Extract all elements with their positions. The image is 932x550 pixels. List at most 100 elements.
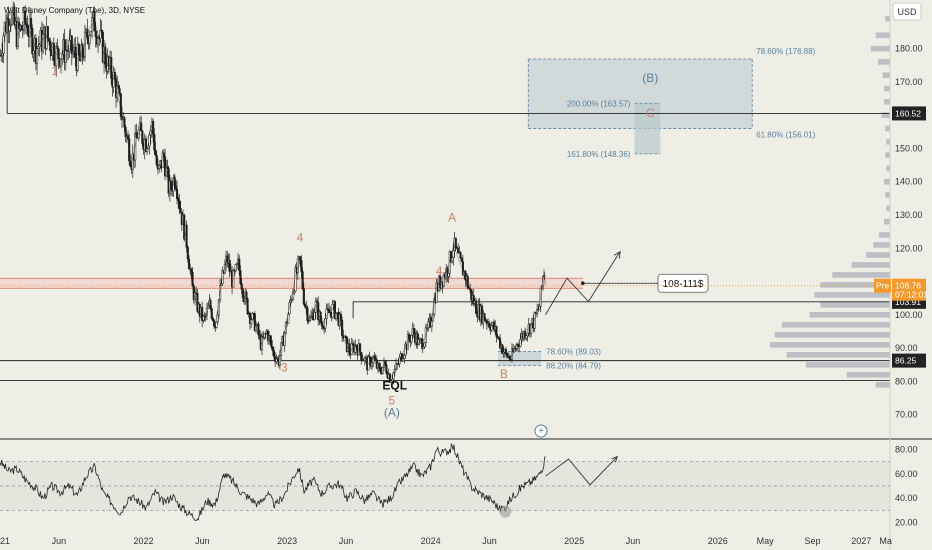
price-candle-body <box>99 29 102 39</box>
price-candle-body <box>457 248 460 254</box>
volume-profile-bar <box>875 32 890 39</box>
level-price-tag-label: 103.91 <box>895 297 921 307</box>
fibonacci-boxes: 78.60% (176.88) 61.80% (156.01) 200.00% (1… <box>498 47 816 370</box>
volume-profile-bar <box>774 332 890 338</box>
price-candle-body <box>38 44 41 47</box>
price-candle-body <box>26 24 29 35</box>
fib-c-level-label: 200.00% (163.57) <box>567 99 631 108</box>
callout-anchor <box>581 281 585 286</box>
rsi-oversold-marker <box>499 505 512 518</box>
price-series <box>0 1 546 385</box>
price-candle-body <box>144 138 147 152</box>
price-candle-body <box>7 18 10 32</box>
price-candle-body <box>89 31 92 36</box>
price-candle-body <box>403 354 406 359</box>
price-candle-body <box>55 45 58 67</box>
price-candle-body <box>448 251 451 274</box>
price-candle-body <box>455 247 459 249</box>
wave-label: C <box>646 106 655 120</box>
price-candle-body <box>447 273 450 277</box>
price-candle-body <box>370 362 374 367</box>
price-candle-body <box>88 35 91 44</box>
volume-profile-bar <box>851 262 890 268</box>
countdown-label: 07:12:01 <box>895 290 928 300</box>
price-candle-body <box>299 256 302 261</box>
volume-profile-bar <box>875 381 890 388</box>
volume-profile-bar <box>886 138 890 145</box>
fib-level-label: 78.60% (176.88) <box>756 47 815 56</box>
price-candle-body <box>201 307 204 321</box>
currency-button[interactable]: USD <box>892 2 922 21</box>
price-candle-body <box>191 271 194 287</box>
price-candle-body <box>293 290 296 294</box>
price-candle-body <box>530 323 533 335</box>
symbol-title: Walt Disney Company (The), 3D, NYSE <box>4 6 145 15</box>
price-candle-body <box>37 46 40 50</box>
price-candle-body <box>373 355 376 359</box>
time-tick-label: Sep <box>804 536 820 546</box>
price-tick-label: 130.00 <box>895 210 923 220</box>
price-candle-body <box>140 122 143 132</box>
price-candle-body <box>245 291 248 299</box>
price-candle-body <box>1 53 4 56</box>
price-candle-body <box>492 321 496 330</box>
level-price-tag <box>892 106 926 121</box>
add-indicator-button[interactable]: + <box>534 424 548 438</box>
price-candle-body <box>52 42 55 61</box>
price-candle-body <box>323 327 326 329</box>
price-candle-body <box>536 309 539 314</box>
volume-profile-bar <box>879 232 890 238</box>
volume-profile-bar <box>832 272 890 278</box>
time-tick-label: 2027 <box>851 536 871 546</box>
price-candle-body <box>57 48 60 59</box>
wave-label: (A) <box>384 405 400 419</box>
price-candle-body <box>2 35 5 54</box>
time-tick-label: May <box>757 536 775 546</box>
time-tick-label: Jun <box>339 536 354 546</box>
resistance-zone-fill <box>0 278 583 289</box>
price-candle-body <box>223 264 226 274</box>
price-candle-body <box>215 321 218 328</box>
price-candle-body <box>56 45 59 50</box>
price-candle-body <box>400 353 403 362</box>
fib-b-box <box>498 351 542 366</box>
rsi-projection-line <box>545 456 618 486</box>
price-candle-body <box>254 324 258 331</box>
price-candle-body <box>495 326 498 337</box>
price-candle-body <box>100 29 103 33</box>
price-candle-body <box>93 10 96 32</box>
plus-icon: + <box>538 426 544 437</box>
price-candle-body <box>118 88 121 94</box>
price-candle-body <box>344 335 347 338</box>
price-candle-body <box>68 40 71 52</box>
currency-button-label: USD <box>897 7 917 17</box>
time-tick-label: 2024 <box>421 536 441 546</box>
price-candle-body <box>61 54 64 60</box>
projection-line <box>545 251 621 316</box>
volume-profile-bar <box>886 165 890 172</box>
price-candle-body <box>459 252 462 259</box>
volume-profile-bar <box>873 242 890 248</box>
price-candle-body <box>381 366 384 374</box>
price-candle-body <box>431 314 435 322</box>
wave-label: B <box>500 367 508 381</box>
horizontal-levels <box>0 15 890 381</box>
price-candle-body <box>313 312 316 320</box>
price-candle-body <box>384 360 387 365</box>
price-candle-body <box>423 342 426 348</box>
volume-profile-bar <box>885 152 890 158</box>
wave-label: 4 <box>297 231 304 245</box>
price-candle-body <box>190 269 193 273</box>
volume-profile-bar <box>866 252 890 258</box>
rsi-panel <box>0 438 932 522</box>
volume-profile-bar <box>884 85 890 92</box>
volume-profile-bar <box>814 292 890 298</box>
price-candle-body <box>351 343 354 346</box>
price-candle-body <box>13 6 16 25</box>
price-candle-body <box>86 29 89 38</box>
price-candle-body <box>148 134 151 147</box>
price-candle-body <box>354 344 357 353</box>
time-tick-label: Ma <box>879 536 892 546</box>
price-tick-label: 120.00 <box>895 243 923 253</box>
